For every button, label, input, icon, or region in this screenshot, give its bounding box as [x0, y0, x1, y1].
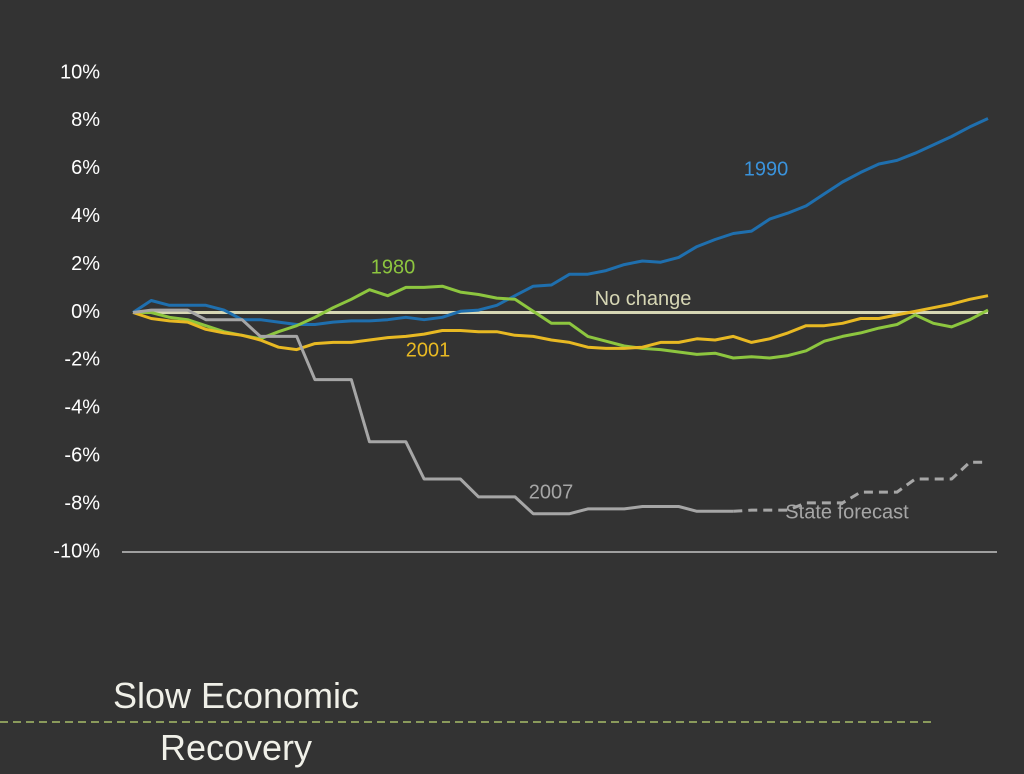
series-label: 2001 — [406, 339, 451, 361]
series-line — [133, 284, 989, 360]
y-tick-label: -10% — [53, 540, 100, 562]
y-tick-label: -8% — [64, 492, 100, 514]
y-tick-label: 4% — [71, 205, 100, 227]
y-tick-label: 8% — [71, 109, 100, 131]
series-label: 2007 — [529, 481, 574, 503]
series-label: State forecast — [785, 501, 909, 523]
series-label: 1980 — [371, 256, 416, 278]
y-tick-label: 6% — [71, 157, 100, 179]
reference-label: No change — [595, 288, 692, 310]
y-tick-label: -4% — [64, 397, 100, 419]
series-line — [132, 117, 989, 326]
slide-title: Slow Economic Recovery — [112, 675, 360, 768]
y-tick-label: 10% — [60, 61, 100, 83]
y-tick-label: -6% — [64, 444, 100, 466]
y-tick-label: 0% — [71, 301, 100, 323]
y-tick-label: 2% — [71, 253, 100, 275]
series-label: 1990 — [744, 158, 789, 180]
y-tick-label: -2% — [64, 349, 100, 371]
series-line — [132, 294, 989, 352]
series-line — [132, 308, 734, 516]
